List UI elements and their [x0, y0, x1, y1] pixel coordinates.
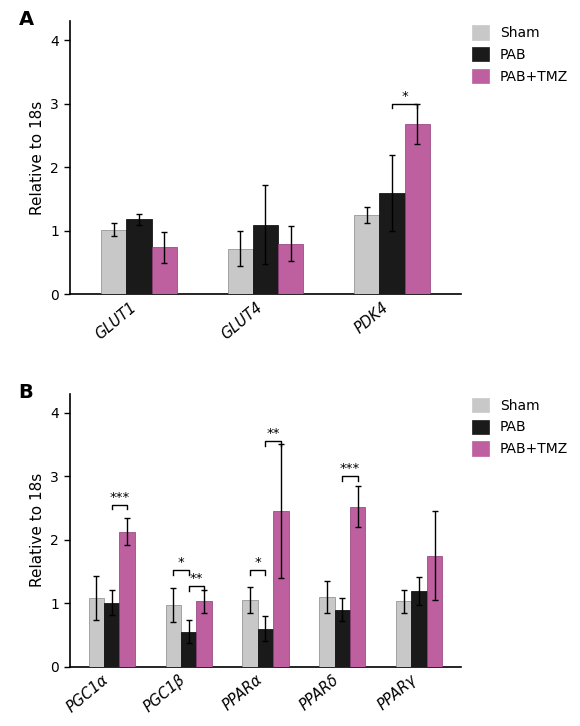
Bar: [181, 632, 196, 666]
Bar: [101, 229, 126, 295]
Legend: Sham, PAB, PAB+TMZ: Sham, PAB, PAB+TMZ: [472, 25, 568, 83]
Bar: [166, 605, 181, 666]
Bar: [89, 598, 104, 666]
Bar: [258, 629, 273, 666]
Bar: [350, 507, 365, 666]
Legend: Sham, PAB, PAB+TMZ: Sham, PAB, PAB+TMZ: [472, 398, 568, 456]
Bar: [379, 193, 404, 295]
Bar: [319, 597, 335, 666]
Bar: [278, 244, 303, 295]
Bar: [104, 603, 119, 666]
Bar: [273, 511, 288, 666]
Bar: [152, 248, 177, 295]
Bar: [126, 219, 152, 295]
Bar: [411, 590, 427, 666]
Bar: [404, 124, 430, 295]
Bar: [427, 555, 442, 666]
Bar: [253, 224, 278, 295]
Text: *: *: [401, 89, 408, 102]
Text: A: A: [19, 10, 34, 29]
Bar: [196, 601, 212, 666]
Y-axis label: Relative to 18s: Relative to 18s: [30, 101, 45, 215]
Text: *: *: [255, 556, 261, 569]
Text: B: B: [19, 383, 34, 401]
Y-axis label: Relative to 18s: Relative to 18s: [30, 473, 45, 587]
Bar: [335, 610, 350, 666]
Text: *: *: [177, 556, 184, 569]
Bar: [396, 601, 411, 666]
Text: ***: ***: [110, 491, 129, 504]
Bar: [119, 531, 135, 666]
Text: ***: ***: [340, 462, 360, 475]
Text: **: **: [266, 427, 280, 440]
Text: **: **: [190, 572, 203, 585]
Bar: [354, 215, 379, 295]
Bar: [227, 249, 253, 295]
Bar: [242, 600, 258, 666]
